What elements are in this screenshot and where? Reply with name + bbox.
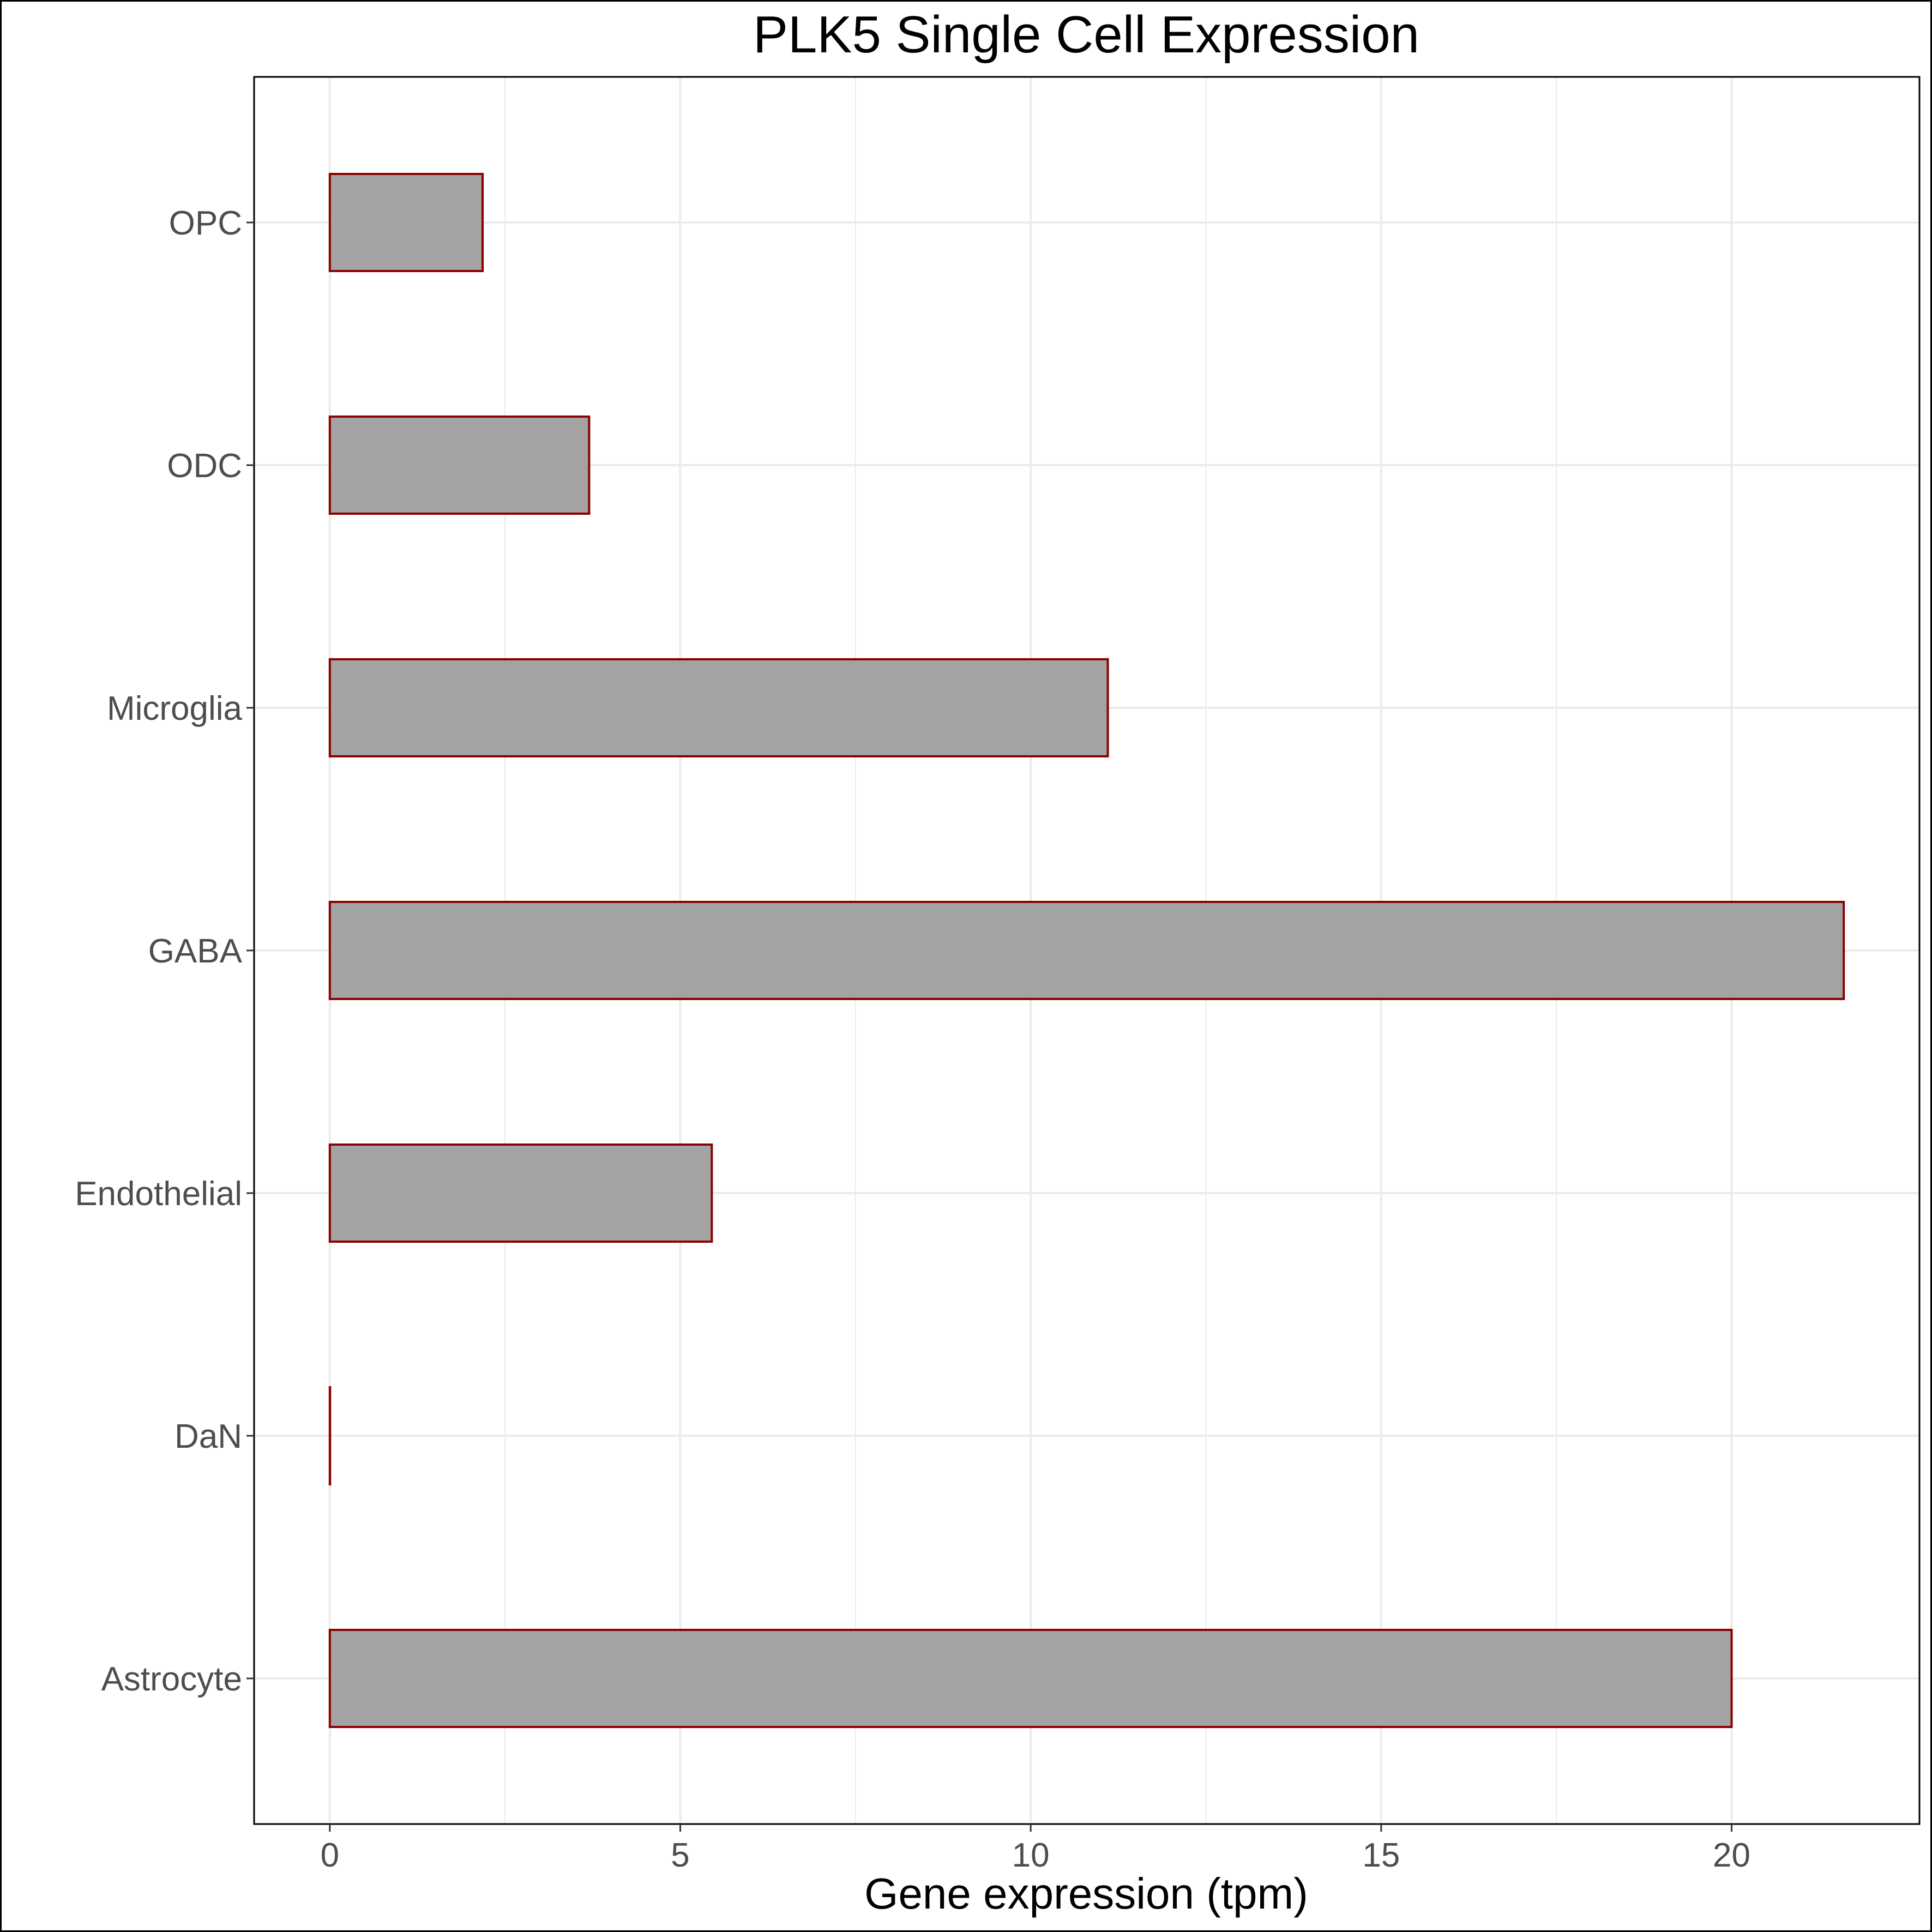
bar-gaba bbox=[328, 901, 1845, 1000]
bar-odc bbox=[328, 416, 591, 515]
bar-opc bbox=[328, 173, 484, 272]
y-tick-label: Endothelial bbox=[75, 1175, 242, 1213]
y-tick-label: Astrocyte bbox=[101, 1660, 242, 1698]
x-tick-label: 5 bbox=[671, 1837, 689, 1874]
x-axis-title: Gene expression (tpm) bbox=[864, 1869, 1308, 1918]
bar-microglia bbox=[328, 658, 1109, 757]
y-tick-label: ODC bbox=[167, 447, 242, 485]
x-tick-label: 10 bbox=[1012, 1837, 1050, 1874]
bar-endothelial bbox=[328, 1143, 713, 1243]
x-tick-label: 15 bbox=[1362, 1837, 1400, 1874]
bars bbox=[328, 173, 1845, 1728]
y-tick-label: Microglia bbox=[107, 690, 243, 727]
x-tick-label: 0 bbox=[321, 1837, 339, 1874]
y-tick-label: DaN bbox=[174, 1418, 242, 1455]
chart-title: PLK5 Single Cell Expression bbox=[753, 5, 1419, 64]
x-axis-ticks: 0 5 10 15 20 bbox=[321, 1824, 1750, 1874]
y-tick-label: GABA bbox=[148, 932, 243, 970]
y-axis-ticks: Astrocyte DaN Endothelial GABA Microglia ODC O… bbox=[75, 204, 254, 1698]
y-tick-label: OPC bbox=[169, 204, 242, 242]
x-tick-label: 20 bbox=[1713, 1837, 1750, 1874]
bar-astrocyte bbox=[328, 1629, 1733, 1728]
